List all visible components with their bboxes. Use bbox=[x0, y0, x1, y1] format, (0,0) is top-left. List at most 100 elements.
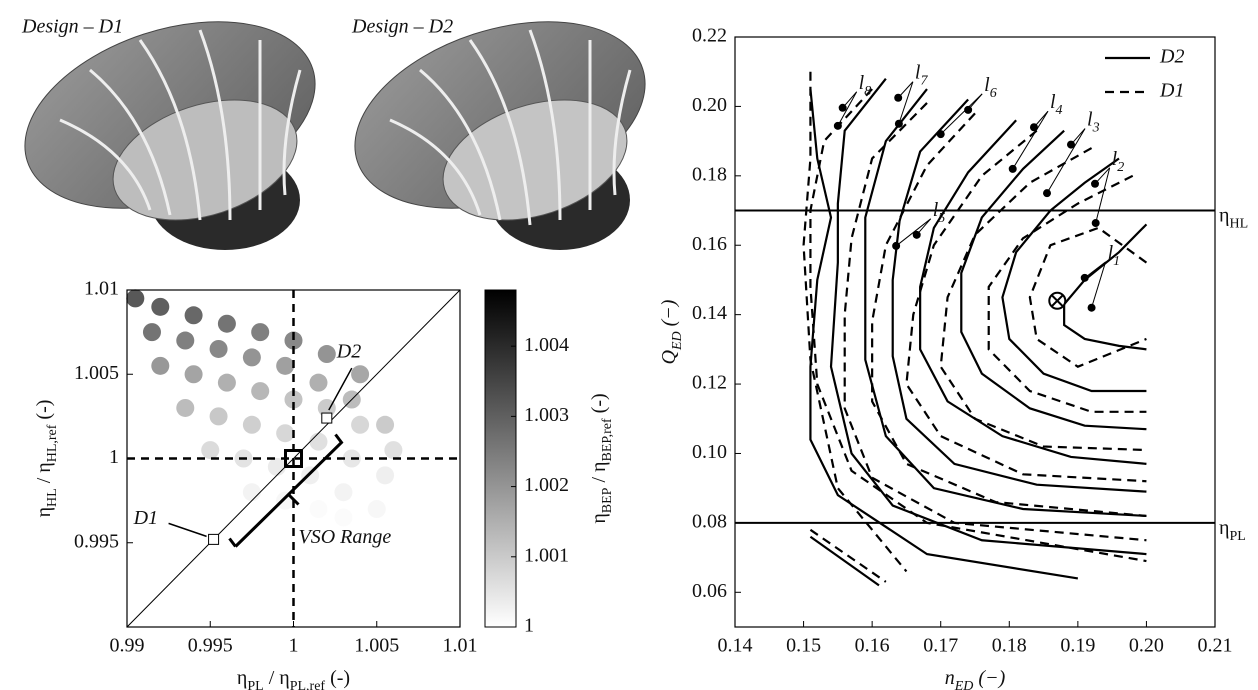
scatter-point bbox=[251, 323, 269, 341]
x-tick-label: 0.19 bbox=[1060, 635, 1095, 657]
scatter-point bbox=[368, 500, 386, 518]
colorbar bbox=[485, 290, 516, 627]
scatter-point bbox=[268, 458, 286, 476]
x-tick-label: 0.21 bbox=[1198, 635, 1233, 657]
contour-line bbox=[1030, 228, 1147, 367]
annotation-label: l4 bbox=[1050, 91, 1063, 118]
scatter-point bbox=[243, 416, 261, 434]
x-tick-label: 0.995 bbox=[188, 635, 233, 657]
annotation-label-part: 8 bbox=[864, 84, 871, 99]
x-axis-label-part: / η bbox=[264, 667, 290, 689]
colorbar-tick-label: 1.003 bbox=[524, 404, 569, 426]
scatter-point bbox=[276, 492, 294, 510]
x-axis-label-part: ED bbox=[954, 679, 974, 690]
scatter-point bbox=[218, 315, 236, 333]
x-axis-label-part: η bbox=[237, 667, 247, 689]
annotation-point bbox=[895, 120, 903, 128]
y-axis-label-part: HL bbox=[45, 488, 60, 507]
colorbar-tick-label: 1 bbox=[524, 615, 534, 637]
contour-line bbox=[1002, 158, 1146, 391]
scatter-point bbox=[126, 289, 144, 307]
scatter-point bbox=[309, 433, 327, 451]
x-tick-label: 1 bbox=[289, 635, 299, 657]
y-tick-label: 0.10 bbox=[692, 441, 727, 463]
x-axis-label-part: PL bbox=[247, 679, 263, 690]
efficiency-label-part: η bbox=[1219, 516, 1229, 538]
colorbar-tick-label: 1.004 bbox=[524, 334, 569, 356]
design-label: D1 bbox=[133, 507, 158, 529]
colorbar-label: ηBEP / ηBEP,ref (-) bbox=[588, 393, 615, 523]
contour-line bbox=[1064, 224, 1146, 349]
annotation-point bbox=[892, 242, 900, 250]
scatter-point bbox=[276, 357, 294, 375]
x-axis-label-part: PL,ref bbox=[290, 679, 326, 690]
figure: Design – D1 Design – D2 D1 D2 VSO Range 0.9… bbox=[0, 0, 1258, 690]
scatter-point bbox=[176, 399, 194, 417]
annotation-label-part: 2 bbox=[1117, 160, 1124, 175]
annotation-label: l1 bbox=[1108, 241, 1121, 268]
y-axis-label-part: (−) bbox=[658, 299, 680, 331]
annotation-label-part: 7 bbox=[920, 73, 928, 88]
design-label: D2 bbox=[336, 341, 361, 363]
efficiency-label: ηHL bbox=[1219, 204, 1248, 231]
y-tick-label: 0.995 bbox=[74, 530, 119, 552]
annotation-label-part: 4 bbox=[1056, 103, 1063, 118]
y-axis-label-part: (-) bbox=[33, 400, 55, 425]
annotation-label-part: 1 bbox=[1113, 254, 1120, 269]
scatter-point bbox=[151, 298, 169, 316]
efficiency-label: ηPL bbox=[1219, 516, 1246, 543]
annotation-leader bbox=[1013, 111, 1048, 169]
y-tick-label: 0.16 bbox=[692, 233, 727, 255]
scatter-point bbox=[376, 466, 394, 484]
efficiency-label-part: η bbox=[1219, 204, 1229, 226]
range-label: VSO Range bbox=[299, 526, 392, 548]
y-tick-label: 0.18 bbox=[692, 163, 727, 185]
y-tick-label: 0.08 bbox=[692, 510, 727, 532]
y-axis-label-part: ED bbox=[670, 331, 685, 351]
contour-line bbox=[810, 537, 879, 586]
contour-line bbox=[865, 89, 1146, 516]
scatter-point bbox=[243, 348, 261, 366]
annotation-point bbox=[1091, 180, 1099, 188]
annotation-point bbox=[913, 231, 921, 239]
scatter-point bbox=[276, 424, 294, 442]
x-tick-label: 0.14 bbox=[718, 635, 753, 657]
efficiency-label-part: HL bbox=[1229, 216, 1248, 231]
scatter-point bbox=[210, 340, 228, 358]
annotation-point bbox=[1088, 304, 1096, 312]
x-tick-label: 1.01 bbox=[443, 635, 478, 657]
y-tick-label: 0.12 bbox=[692, 372, 727, 394]
y-tick-label: 0.14 bbox=[692, 302, 727, 324]
annotation-label: l6 bbox=[984, 73, 997, 100]
annotation-label: l2 bbox=[1112, 147, 1125, 174]
annotation-point bbox=[839, 104, 847, 112]
legend-label: D1 bbox=[1159, 80, 1184, 102]
colorbar-tick-label: 1.001 bbox=[524, 544, 569, 566]
y-axis-label: ηHL / ηHL,ref (-) bbox=[33, 400, 60, 518]
annotation-point bbox=[937, 130, 945, 138]
scatter-point bbox=[185, 365, 203, 383]
contour-line bbox=[961, 131, 1146, 429]
annotation-point bbox=[1043, 189, 1051, 197]
scatter-point bbox=[351, 416, 369, 434]
x-axis-label: nED (−) bbox=[945, 667, 1006, 690]
x-tick-label: 0.18 bbox=[992, 635, 1027, 657]
y-tick-label: 0.20 bbox=[692, 94, 727, 116]
image-label: Design – D2 bbox=[351, 16, 453, 38]
x-axis-label-part: (-) bbox=[325, 667, 350, 689]
scatter-point bbox=[309, 374, 327, 392]
y-axis-label-part: η bbox=[33, 507, 55, 517]
y-tick-label: 0.06 bbox=[692, 580, 727, 602]
scatter-point bbox=[334, 508, 352, 526]
design-marker bbox=[322, 413, 332, 423]
x-tick-label: 1.005 bbox=[354, 635, 399, 657]
scatter-point bbox=[210, 407, 228, 425]
image-label: Design – D1 bbox=[21, 16, 123, 38]
scatter-point bbox=[218, 374, 236, 392]
colorbar-label-part: / η bbox=[588, 461, 610, 487]
scatter-point bbox=[185, 306, 203, 324]
annotation-label: l5 bbox=[933, 198, 946, 225]
design-marker bbox=[209, 534, 219, 544]
y-axis-label-part: HL,ref bbox=[45, 424, 60, 462]
y-tick-label: 1 bbox=[109, 446, 119, 468]
